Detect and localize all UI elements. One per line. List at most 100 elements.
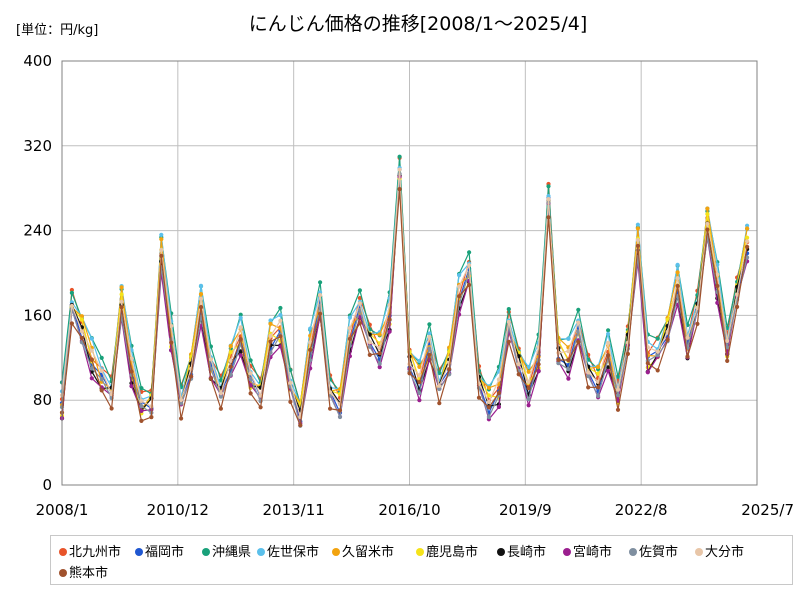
data-point [467,263,472,268]
legend-label: 宮崎市 [573,545,613,560]
data-point [139,398,144,403]
series-9 [59,171,750,428]
data-point [278,312,283,318]
legend: 北九州市 福岡市 沖縄県 佐世保市 久留米市 鹿児島市 長崎市 宮崎市 佐賀市 大分市 熊本市 [50,535,793,585]
data-point [179,401,184,406]
data-point [745,226,750,231]
data-point [506,339,511,344]
data-point [278,318,283,323]
legend-label: 佐賀市 [639,545,679,560]
data-point [337,414,343,420]
data-point [615,374,621,379]
legend-item: 沖縄県 [202,541,251,560]
legend-item: 佐賀市 [629,541,678,560]
data-point [139,408,144,413]
legend-item: 長崎市 [497,541,546,560]
data-point [606,368,611,373]
legend-item: 宮崎市 [563,541,612,560]
data-point [308,340,313,345]
data-point [228,350,233,355]
x-tick-label: 2025/7 [741,501,794,519]
data-point [556,357,561,362]
data-point [457,284,462,289]
data-point [665,337,670,342]
data-point [536,362,541,367]
data-point [566,376,571,381]
data-point [486,399,491,405]
legend-label: 熊本市 [69,566,109,581]
data-point [377,365,382,370]
data-point [139,418,144,423]
data-point [347,326,352,331]
data-point [308,347,313,352]
data-point [427,331,432,336]
data-point [169,323,174,329]
data-point [745,235,750,240]
data-point [288,399,293,404]
data-point [208,357,213,362]
data-point [427,346,432,351]
data-point [417,364,422,369]
data-point [596,393,601,399]
data-point [645,361,650,366]
data-point [357,301,362,306]
data-point [159,232,164,237]
legend-marker [332,547,340,556]
data-point [318,311,323,316]
data-point [129,384,134,389]
data-point [606,353,611,358]
data-point [437,383,442,388]
data-point [238,337,243,342]
data-point [526,403,531,408]
data-point [357,321,362,326]
data-point [238,349,243,354]
legend-marker [563,547,571,556]
data-point [79,317,84,322]
series-2 [59,167,750,424]
data-point [387,317,392,322]
legend-marker [59,547,67,556]
data-point [506,319,511,325]
data-point [367,344,372,349]
data-point [268,339,273,344]
legend-item: 福岡市 [135,541,184,560]
data-point [159,253,164,258]
data-point [367,332,372,337]
data-point [119,292,124,297]
data-point [467,250,472,255]
data-point [377,361,382,366]
data-point [218,394,223,399]
data-point [119,285,124,290]
data-point [655,353,660,358]
data-point [645,370,650,375]
legend-item: 佐世保市 [257,541,319,560]
series-layer [59,154,750,428]
data-point [576,339,581,345]
data-point [288,380,293,385]
data-point [476,395,482,400]
data-point [308,326,313,331]
data-point [675,276,680,281]
data-point [675,270,680,275]
data-point [596,364,601,370]
data-point [228,344,233,349]
legend-label: 北九州市 [69,545,122,560]
x-tick-label: 2013/11 [263,501,325,519]
legend-marker [59,568,67,577]
data-point [496,390,501,396]
data-point [387,329,392,334]
data-point [417,373,422,378]
data-point [139,404,144,409]
data-point [725,358,730,363]
legend-item: 大分市 [695,541,744,560]
data-point [705,212,710,217]
data-point [159,237,164,242]
data-point [526,369,531,374]
legend-marker [497,547,505,556]
unit-label: [単位：円/kg] [16,22,98,38]
data-point [586,385,591,390]
data-point [89,357,94,362]
data-point [69,290,74,295]
data-point [198,292,204,297]
